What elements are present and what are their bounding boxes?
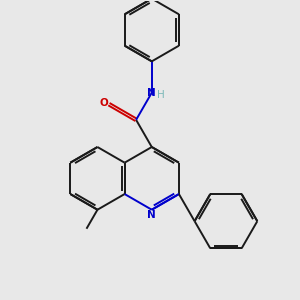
Text: N: N <box>147 210 156 220</box>
Text: O: O <box>99 98 108 108</box>
Text: N: N <box>147 88 156 98</box>
Text: H: H <box>158 90 165 100</box>
